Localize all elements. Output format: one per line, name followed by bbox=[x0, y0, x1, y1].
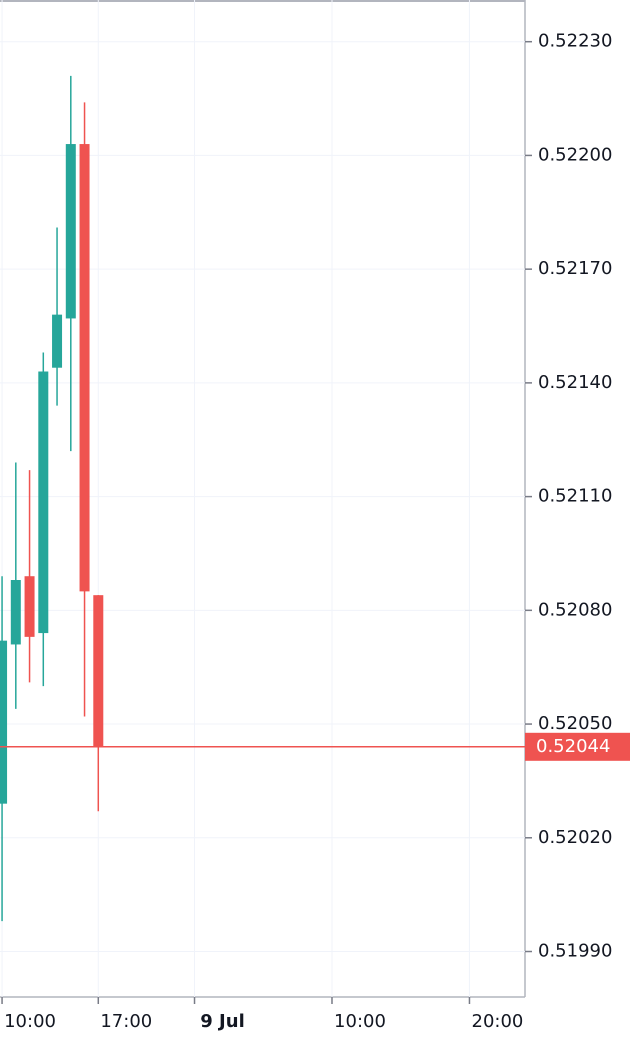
x-tick-label: 10:00 bbox=[4, 1011, 56, 1032]
candle-body bbox=[24, 576, 35, 637]
y-tick-label: 0.52020 bbox=[538, 827, 612, 848]
candle-body bbox=[0, 640, 8, 804]
y-tick-label: 0.51990 bbox=[538, 941, 612, 962]
last-price-label: 0.52044 bbox=[536, 736, 610, 757]
x-tick-label: 10:00 bbox=[334, 1011, 386, 1032]
candle-body bbox=[38, 371, 49, 634]
y-tick-label: 0.52110 bbox=[538, 486, 612, 507]
last-price-box bbox=[525, 732, 630, 761]
candle-body bbox=[10, 580, 21, 645]
x-tick-label: 9 Jul bbox=[200, 1011, 244, 1032]
y-tick-label: 0.52170 bbox=[538, 258, 612, 279]
y-tick-label: 0.52080 bbox=[538, 599, 612, 620]
y-tick-label: 0.52140 bbox=[538, 372, 612, 393]
candle-body bbox=[79, 144, 90, 592]
y-tick-label: 0.52050 bbox=[538, 713, 612, 734]
candle-body bbox=[52, 314, 63, 368]
candle-body bbox=[65, 144, 76, 319]
x-tick-label: 17:00 bbox=[100, 1011, 152, 1032]
candle-body bbox=[93, 595, 104, 747]
y-tick-label: 0.52230 bbox=[538, 31, 612, 52]
y-tick-label: 0.52200 bbox=[538, 144, 612, 165]
x-tick-label: 20:00 bbox=[472, 1011, 524, 1032]
